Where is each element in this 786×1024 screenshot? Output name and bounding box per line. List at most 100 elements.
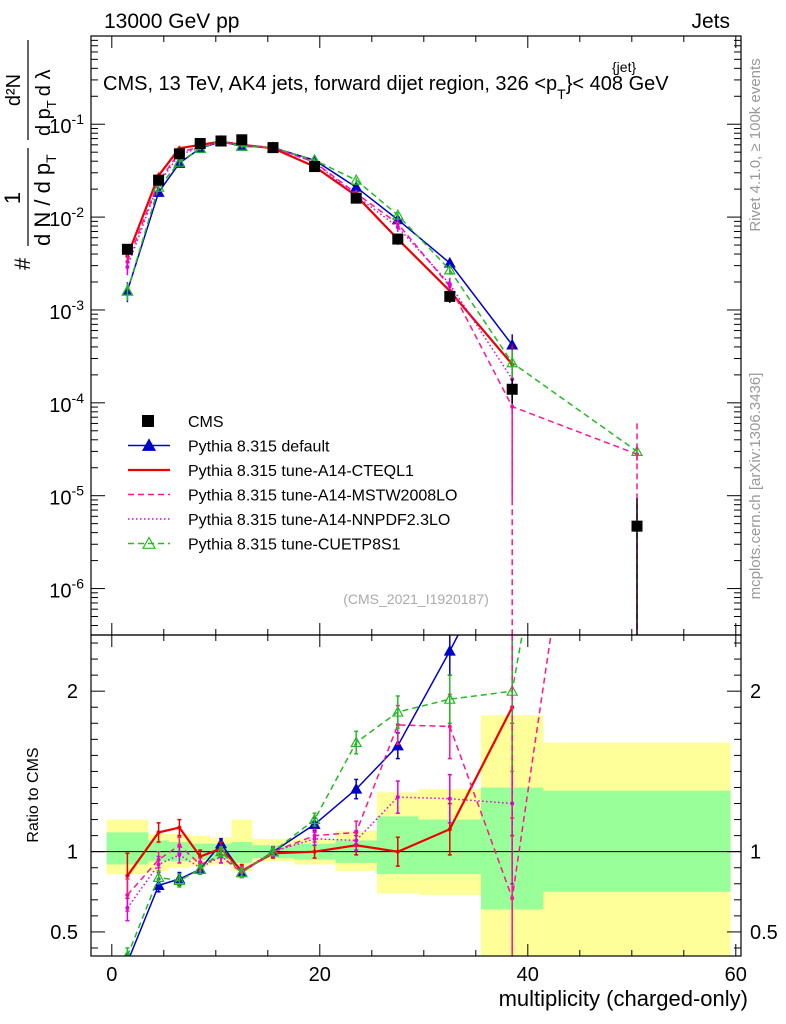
main-y-tick-exponent: -1	[72, 111, 85, 127]
legend-label-5: Pythia 8.315 tune-CUETP8S1	[188, 537, 401, 554]
ratio-point-4-5	[235, 866, 248, 878]
ratio-point-3-2	[177, 852, 182, 857]
ylabel-denominator-main: d N / d p	[30, 163, 55, 246]
main-y-tick-base: 10	[49, 395, 71, 417]
x-tick-label-0: 0	[106, 964, 117, 986]
x-tick-label-40: 40	[517, 964, 539, 986]
main-point-4-11	[506, 356, 519, 368]
ylabel-frac2-den-sub: T	[44, 100, 59, 108]
main-y-tick-label--1: 10-1	[49, 111, 84, 138]
cms-point-2	[173, 148, 185, 160]
ratio-point-3-9	[395, 795, 400, 800]
ylabel-one: 1	[0, 192, 25, 204]
ratio-point-1-1	[156, 830, 161, 835]
ratio-point-1-7	[312, 849, 317, 854]
ratio-point-2-10	[447, 724, 452, 729]
ratio-point-1-0	[125, 873, 130, 878]
ratio-y-tick-label-left-0.5: 0.5	[50, 922, 78, 944]
main-panel-curves	[121, 134, 644, 635]
ratio-point-3-8	[354, 838, 359, 843]
ratio-point-0-1	[152, 879, 165, 890]
legend-marker-cms	[142, 415, 154, 427]
main-y-tick-exponent: -3	[72, 297, 85, 313]
main-y-tick-exponent: -4	[72, 390, 85, 406]
ratio-point-4-2	[173, 874, 186, 886]
legend-label-1: Pythia 8.315 default	[188, 439, 330, 456]
ratio-point-0-10	[443, 644, 456, 656]
main-y-axis-label: # 1 d N / d pT d²N d pTd λ #	[0, 40, 59, 270]
header-category: Jets	[691, 10, 730, 33]
ratio-point-4-8	[350, 736, 363, 748]
main-line-2	[126, 141, 638, 455]
main-y-tick-exponent: -5	[72, 483, 85, 499]
ratio-y-tick-label-left-2: 2	[67, 681, 78, 703]
cms-point-4	[215, 135, 227, 147]
main-y-tick-label--5: 10-5	[49, 483, 84, 510]
main-line-3	[126, 141, 513, 380]
legend-label-3: Pythia 8.315 tune-A14-MSTW2008LO	[188, 488, 457, 505]
main-y-tick-label--3: 10-3	[49, 297, 84, 324]
cms-point-12	[631, 520, 643, 532]
main-line-4	[126, 140, 638, 453]
main-y-tick-exponent: -6	[72, 576, 85, 592]
cms-point-8	[350, 192, 362, 204]
ratio-point-1-9	[395, 849, 400, 854]
main-point-4-10	[443, 263, 456, 275]
uncertainty-bands	[91, 715, 741, 956]
main-y-tick-label--6: 10-6	[49, 576, 84, 603]
ratio-point-1-2	[177, 825, 182, 830]
ylabel-frac2-denominator: d pTd λ	[33, 70, 59, 136]
x-tick-label-20: 20	[309, 964, 331, 986]
main-point-4-5	[235, 139, 248, 151]
chart-title: CMS, 13 TeV, AK4 jets, forward dijet reg…	[103, 73, 669, 102]
cms-point-6	[267, 142, 279, 154]
ratio-point-0-0	[122, 957, 132, 966]
cms-point-9	[392, 233, 404, 245]
ratio-point-3-1	[156, 862, 161, 867]
ylabel-frac2-numerator: d²N	[3, 74, 25, 106]
cms-point-7	[309, 161, 321, 173]
ratio-y-axis-label: Ratio to CMS	[25, 747, 42, 842]
cms-point-5	[236, 134, 248, 146]
ratio-point-3-11	[510, 801, 515, 806]
main-line-1	[126, 140, 514, 366]
cms-point-10	[444, 290, 456, 302]
cms-point-0	[121, 243, 133, 255]
main-line-0	[126, 140, 513, 346]
ylabel-denominator-sub: T	[43, 154, 59, 163]
band-inner-5	[231, 842, 253, 863]
ratio-point-4-6	[266, 845, 280, 857]
ratio-point-3-0	[125, 905, 130, 910]
main-point-4-8	[350, 173, 363, 185]
main-point-4-0	[121, 284, 134, 296]
x-tick-label-60: 60	[725, 964, 747, 986]
main-point-4-9	[391, 208, 404, 220]
ratio-y-tick-label-right-0.5: 0.5	[750, 922, 778, 944]
ylabel-frac2-den-main: d p	[33, 108, 55, 136]
main-point-4-1	[152, 180, 165, 192]
ratio-point-4-7	[308, 813, 321, 825]
legend-label-2: Pythia 8.315 tune-A14-CTEQL1	[188, 463, 414, 480]
legend-label-4: Pythia 8.315 tune-A14-NNPDF2.3LO	[188, 512, 450, 529]
chart-title-sub: T	[557, 86, 566, 102]
legend-label-0: CMS	[188, 414, 224, 431]
cms-point-3	[194, 138, 206, 150]
main-y-tick-base: 10	[49, 116, 71, 138]
ratio-point-3-10	[447, 796, 452, 801]
ratio-frame	[90, 634, 742, 957]
legend: CMS Pythia 8.315 default Pythia 8.315 tune…	[128, 414, 457, 554]
ratio-point-0-9	[391, 739, 404, 751]
band-inner-12	[543, 790, 731, 892]
rivet-version-label: Rivet 4.1.0, ≥ 100k events	[747, 58, 764, 231]
ylabel-hash2: #	[0, 109, 2, 118]
ratio-point-4-4	[214, 845, 228, 857]
ylabel-hash: #	[10, 257, 35, 270]
ratio-y-tick-label-right-1: 1	[750, 842, 761, 864]
ratio-point-4-9	[391, 705, 404, 717]
main-y-tick-base: 10	[49, 302, 71, 324]
analysis-id: (CMS_2021_I1920187)	[343, 591, 489, 607]
main-point-4-2	[173, 155, 186, 167]
ratio-point-1-10	[447, 827, 452, 832]
